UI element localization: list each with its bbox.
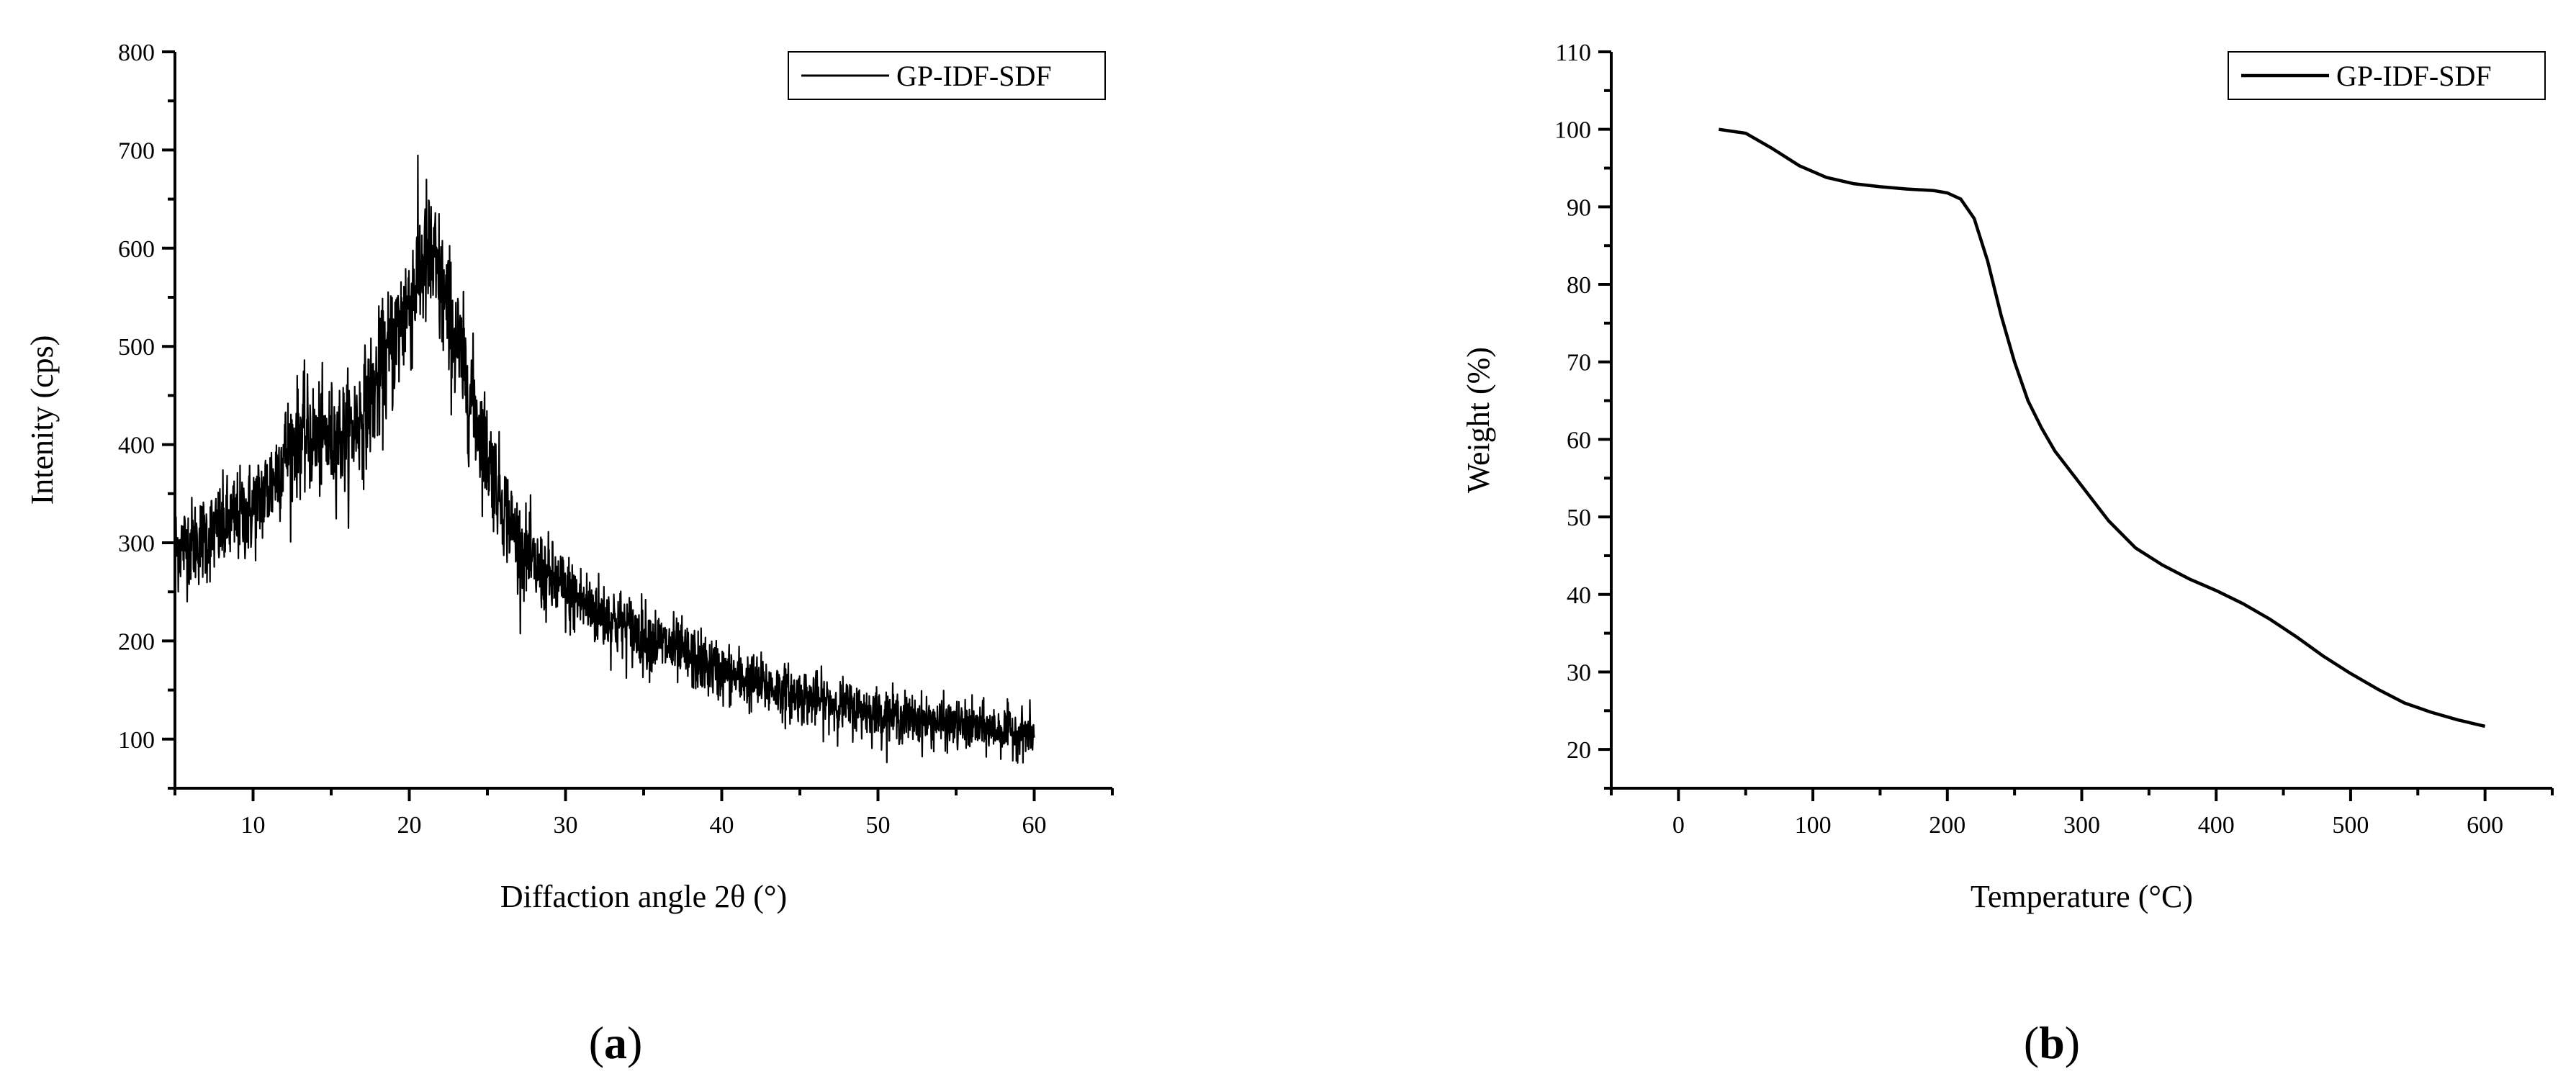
series-line-gp-idf-sdf bbox=[1719, 127, 2486, 728]
x-tick-label: 30 bbox=[554, 812, 578, 839]
panel-label-letter: b bbox=[2039, 1017, 2065, 1068]
series-line-gp-idf-sdf bbox=[174, 154, 1035, 764]
x-tick-label: 600 bbox=[2467, 812, 2503, 839]
chart-panel-a: 10 20 30 40 50 60 100 200 300 400 500 600 700 800 Diff… bbox=[24, 40, 1114, 1068]
y-tick-label: 50 bbox=[1567, 505, 1591, 531]
y-tick-label: 90 bbox=[1567, 194, 1591, 221]
legend-entry: GP-IDF-SDF bbox=[2336, 60, 2492, 92]
y-tick-label: 40 bbox=[1567, 582, 1591, 609]
y-tick-label: 70 bbox=[1567, 350, 1591, 376]
x-tick-label: 20 bbox=[397, 812, 422, 839]
y-tick-label: 700 bbox=[118, 137, 155, 164]
y-tick-label: 600 bbox=[118, 236, 155, 263]
x-tick-label: 40 bbox=[710, 812, 734, 839]
panel-label: (b) bbox=[2024, 1017, 2080, 1068]
y-tick-label: 200 bbox=[118, 628, 155, 655]
y-tick-label: 800 bbox=[118, 40, 155, 66]
x-tick-label: 500 bbox=[2332, 812, 2369, 839]
x-tick-label: 100 bbox=[1795, 812, 1832, 839]
x-axis-title: Diffaction angle 2θ (°) bbox=[500, 879, 787, 914]
y-tick-label: 400 bbox=[118, 433, 155, 459]
panel-label: (a) bbox=[589, 1017, 643, 1068]
y-tick-label: 100 bbox=[118, 727, 155, 754]
x-tick-label: 400 bbox=[2198, 812, 2235, 839]
x-tick-label: 300 bbox=[2063, 812, 2100, 839]
chart-panel-b: 0 100 200 300 400 500 600 20 30 40 50 60 70 80 90 100 11… bbox=[1461, 40, 2554, 1068]
x-tick-label: 0 bbox=[1672, 812, 1685, 839]
x-tick-label: 200 bbox=[1929, 812, 1965, 839]
y-tick-label: 100 bbox=[1554, 117, 1591, 144]
x-tick-label: 60 bbox=[1022, 812, 1047, 839]
y-tick-label: 80 bbox=[1567, 272, 1591, 299]
x-axis-title: Temperature (°C) bbox=[1971, 879, 2193, 914]
x-tick-label: 10 bbox=[241, 812, 266, 839]
y-tick-label: 500 bbox=[118, 334, 155, 361]
y-tick-label: 20 bbox=[1567, 737, 1591, 764]
x-tick-label: 50 bbox=[866, 812, 891, 839]
legend-entry: GP-IDF-SDF bbox=[896, 60, 1052, 92]
y-tick-label: 300 bbox=[118, 531, 155, 557]
y-tick-label: 30 bbox=[1567, 659, 1591, 686]
y-tick-label: 110 bbox=[1555, 40, 1591, 66]
y-axis-title: Intenity (cps) bbox=[24, 335, 60, 505]
panel-label-letter: a bbox=[604, 1017, 627, 1068]
y-tick-label: 60 bbox=[1567, 427, 1591, 454]
y-axis-title: Weight (%) bbox=[1461, 347, 1496, 493]
